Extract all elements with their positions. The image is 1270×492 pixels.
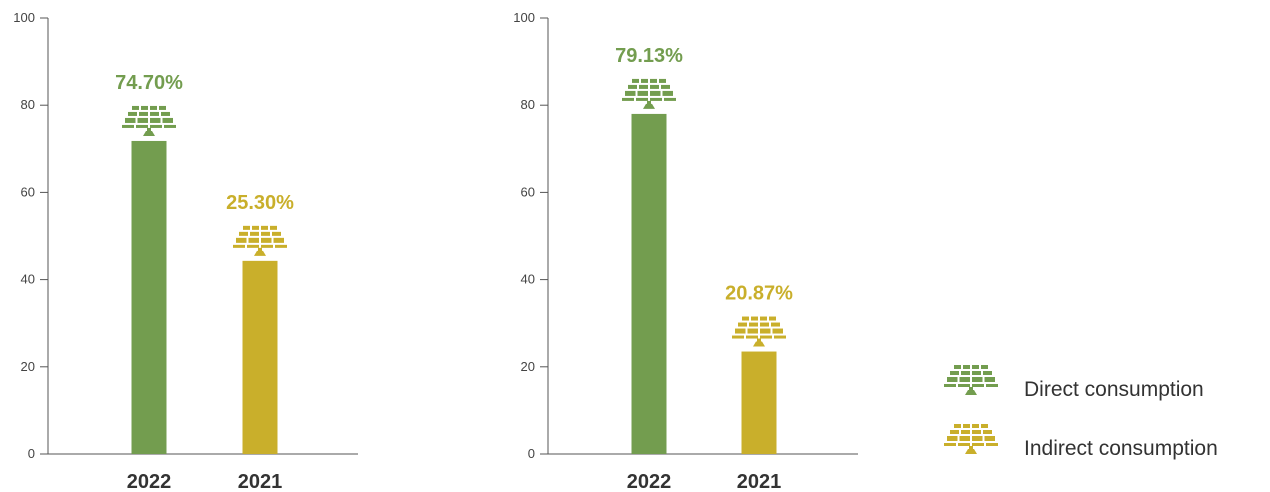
y-tick-label: 40 — [521, 272, 535, 287]
bar-2021 — [242, 260, 278, 454]
chart-right: 0 20 40 60 80 100 79.13% 2022 20.87% 2021 — [513, 10, 858, 492]
y-tick-label: 100 — [13, 10, 35, 25]
x-tick-label: 2021 — [737, 471, 782, 492]
x-tick-label: 2022 — [127, 471, 172, 492]
x-tick-label: 2021 — [238, 471, 283, 492]
legend: Direct consumption Indirect consumption — [944, 365, 1218, 460]
y-tick-label: 80 — [521, 97, 535, 112]
solar-panel-icon — [622, 78, 676, 109]
y-tick-label: 100 — [513, 10, 535, 25]
y-tick-label: 60 — [21, 184, 35, 199]
chart-left: 0 20 40 60 80 100 74.70% 2022 25.30% 2021 — [13, 10, 358, 492]
x-tick-label: 2022 — [627, 471, 672, 492]
solar-panel-icon — [233, 225, 287, 256]
data-label: 74.70% — [115, 72, 183, 94]
y-tick-label: 40 — [21, 272, 35, 287]
y-tick-label: 0 — [28, 446, 35, 461]
solar-panel-icon — [944, 365, 998, 395]
legend-label: Direct consumption — [1024, 378, 1204, 401]
data-label: 20.87% — [725, 283, 793, 305]
solar-panel-icon — [122, 105, 176, 136]
solar-panel-icon — [944, 424, 998, 454]
solar-panel-icon — [732, 316, 786, 347]
legend-item: Indirect consumption — [944, 424, 1218, 460]
y-tick-label: 0 — [528, 446, 535, 461]
y-tick-label: 20 — [21, 359, 35, 374]
bar-2022 — [131, 140, 167, 454]
y-tick-label: 60 — [521, 184, 535, 199]
y-tick-label: 80 — [21, 97, 35, 112]
bar-2021 — [741, 351, 777, 454]
bar-2022 — [631, 113, 667, 455]
legend-label: Indirect consumption — [1024, 437, 1218, 460]
legend-item: Direct consumption — [944, 365, 1204, 401]
data-label: 25.30% — [226, 192, 294, 214]
y-tick-label: 20 — [521, 359, 535, 374]
data-label: 79.13% — [615, 45, 683, 67]
